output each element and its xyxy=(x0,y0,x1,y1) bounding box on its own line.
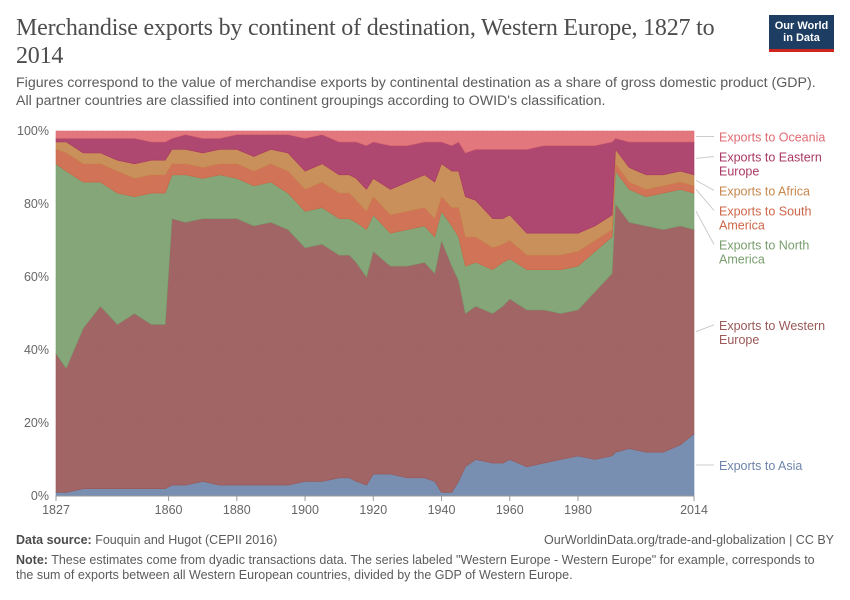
area-series xyxy=(55,130,695,497)
x-tick-label: 1880 xyxy=(223,503,251,517)
chart-note: Note: These estimates come from dyadic t… xyxy=(16,553,816,583)
data-source-text: Fouquin and Hugot (CEPII 2016) xyxy=(95,533,278,547)
chart-subtitle: Figures correspond to the value of merch… xyxy=(16,75,816,109)
legend-connector xyxy=(695,179,715,191)
legend-connector xyxy=(695,211,715,245)
x-axis: 1827 1860 1880 1900 1920 1940 1960 1980 2014 xyxy=(42,495,708,517)
y-axis-ticks: 0% 20% 40% 60% 80% 100% xyxy=(17,124,49,503)
y-tick-label: 60% xyxy=(24,270,49,284)
y-tick-label: 40% xyxy=(24,343,49,357)
legend-label-exports-to-eastern-europe[interactable]: Exports to Eastern xyxy=(719,150,822,164)
legend-label-exports-to-western-europe[interactable]: Exports to Western xyxy=(719,319,825,333)
legend-label-exports-to-north-america[interactable]: Exports to North xyxy=(719,238,809,252)
x-tick-label: 2014 xyxy=(680,503,708,517)
y-tick-label: 100% xyxy=(17,124,49,138)
x-tick-label: 1827 xyxy=(42,503,70,517)
x-tick-label: 1860 xyxy=(155,503,183,517)
legend-label-exports-to-asia[interactable]: Exports to Asia xyxy=(719,459,802,473)
data-source: Data source: Fouquin and Hugot (CEPII 20… xyxy=(16,533,277,548)
note-label: Note: xyxy=(16,553,48,567)
legend-connector xyxy=(695,155,715,159)
data-source-label: Data source: xyxy=(16,533,92,547)
legend-label-exports-to-eastern-europe[interactable]: Europe xyxy=(719,164,759,178)
y-tick-label: 20% xyxy=(24,416,49,430)
x-tick-label: 1900 xyxy=(291,503,319,517)
stacked-area-chart: 0%20%40%60%80%100% 1827 1860 1880 1900 1920 1… xyxy=(17,124,825,517)
legend-connector xyxy=(695,189,715,211)
note-text: These estimates come from dyadic transac… xyxy=(16,553,815,582)
legend-connector xyxy=(695,324,715,333)
logo-line-2: in Data xyxy=(783,32,820,44)
x-tick-label: 1960 xyxy=(496,503,524,517)
legend-label-exports-to-south-america[interactable]: America xyxy=(719,218,765,232)
legend-label-exports-to-africa[interactable]: Exports to Africa xyxy=(719,184,810,198)
x-tick-label: 1940 xyxy=(428,503,456,517)
owid-logo[interactable]: Our World in Data xyxy=(769,15,834,52)
x-tick-label: 1980 xyxy=(564,503,592,517)
x-tick-label: 1920 xyxy=(359,503,387,517)
source-url-link[interactable]: OurWorldinData.org/trade-and-globalizati… xyxy=(544,533,834,547)
logo-accent-bar xyxy=(769,49,834,52)
area-exports-to-oceania[interactable] xyxy=(55,130,695,154)
chart-title: Merchandise exports by continent of dest… xyxy=(16,15,715,69)
legend-label-exports-to-oceania[interactable]: Exports to Oceania xyxy=(719,130,825,144)
y-tick-label: 80% xyxy=(24,197,49,211)
legend-label-exports-to-south-america[interactable]: Exports to South xyxy=(719,204,811,218)
y-tick-label: 0% xyxy=(31,489,49,503)
legend-label-exports-to-western-europe[interactable]: Europe xyxy=(719,333,759,347)
legend-label-exports-to-north-america[interactable]: America xyxy=(719,252,765,266)
logo-line-1: Our World xyxy=(774,20,829,32)
